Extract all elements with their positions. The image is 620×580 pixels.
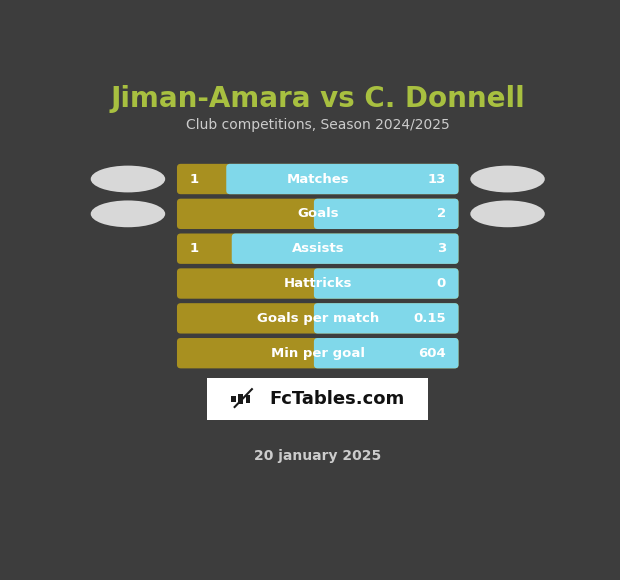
Text: FcTables.com: FcTables.com <box>270 390 405 408</box>
Text: Assists: Assists <box>291 242 344 255</box>
Ellipse shape <box>471 201 545 227</box>
Text: 0: 0 <box>437 277 446 290</box>
FancyBboxPatch shape <box>314 303 459 334</box>
Text: Jiman-Amara vs C. Donnell: Jiman-Amara vs C. Donnell <box>110 85 525 113</box>
FancyBboxPatch shape <box>246 395 250 403</box>
Text: 0.15: 0.15 <box>414 312 446 325</box>
FancyBboxPatch shape <box>177 303 459 334</box>
FancyBboxPatch shape <box>207 378 428 420</box>
Text: 2: 2 <box>437 208 446 220</box>
Ellipse shape <box>91 166 165 193</box>
Text: Min per goal: Min per goal <box>271 347 365 360</box>
Text: Matches: Matches <box>286 172 349 186</box>
Text: 3: 3 <box>437 242 446 255</box>
FancyBboxPatch shape <box>177 338 459 368</box>
Text: Goals per match: Goals per match <box>257 312 379 325</box>
FancyBboxPatch shape <box>232 234 459 264</box>
FancyBboxPatch shape <box>177 164 459 194</box>
Ellipse shape <box>91 201 165 227</box>
Text: 13: 13 <box>428 172 446 186</box>
Text: 1: 1 <box>190 172 198 186</box>
Ellipse shape <box>471 166 545 193</box>
FancyBboxPatch shape <box>226 164 459 194</box>
FancyBboxPatch shape <box>314 338 459 368</box>
Text: Hattricks: Hattricks <box>283 277 352 290</box>
FancyBboxPatch shape <box>177 269 459 299</box>
FancyBboxPatch shape <box>314 269 459 299</box>
Text: 1: 1 <box>190 242 198 255</box>
FancyBboxPatch shape <box>314 199 459 229</box>
Text: 604: 604 <box>418 347 446 360</box>
FancyBboxPatch shape <box>177 199 459 229</box>
FancyBboxPatch shape <box>239 394 243 404</box>
FancyBboxPatch shape <box>231 396 236 401</box>
Text: Club competitions, Season 2024/2025: Club competitions, Season 2024/2025 <box>186 118 450 132</box>
Text: Goals: Goals <box>297 208 339 220</box>
FancyBboxPatch shape <box>177 234 459 264</box>
Text: 20 january 2025: 20 january 2025 <box>254 449 381 463</box>
